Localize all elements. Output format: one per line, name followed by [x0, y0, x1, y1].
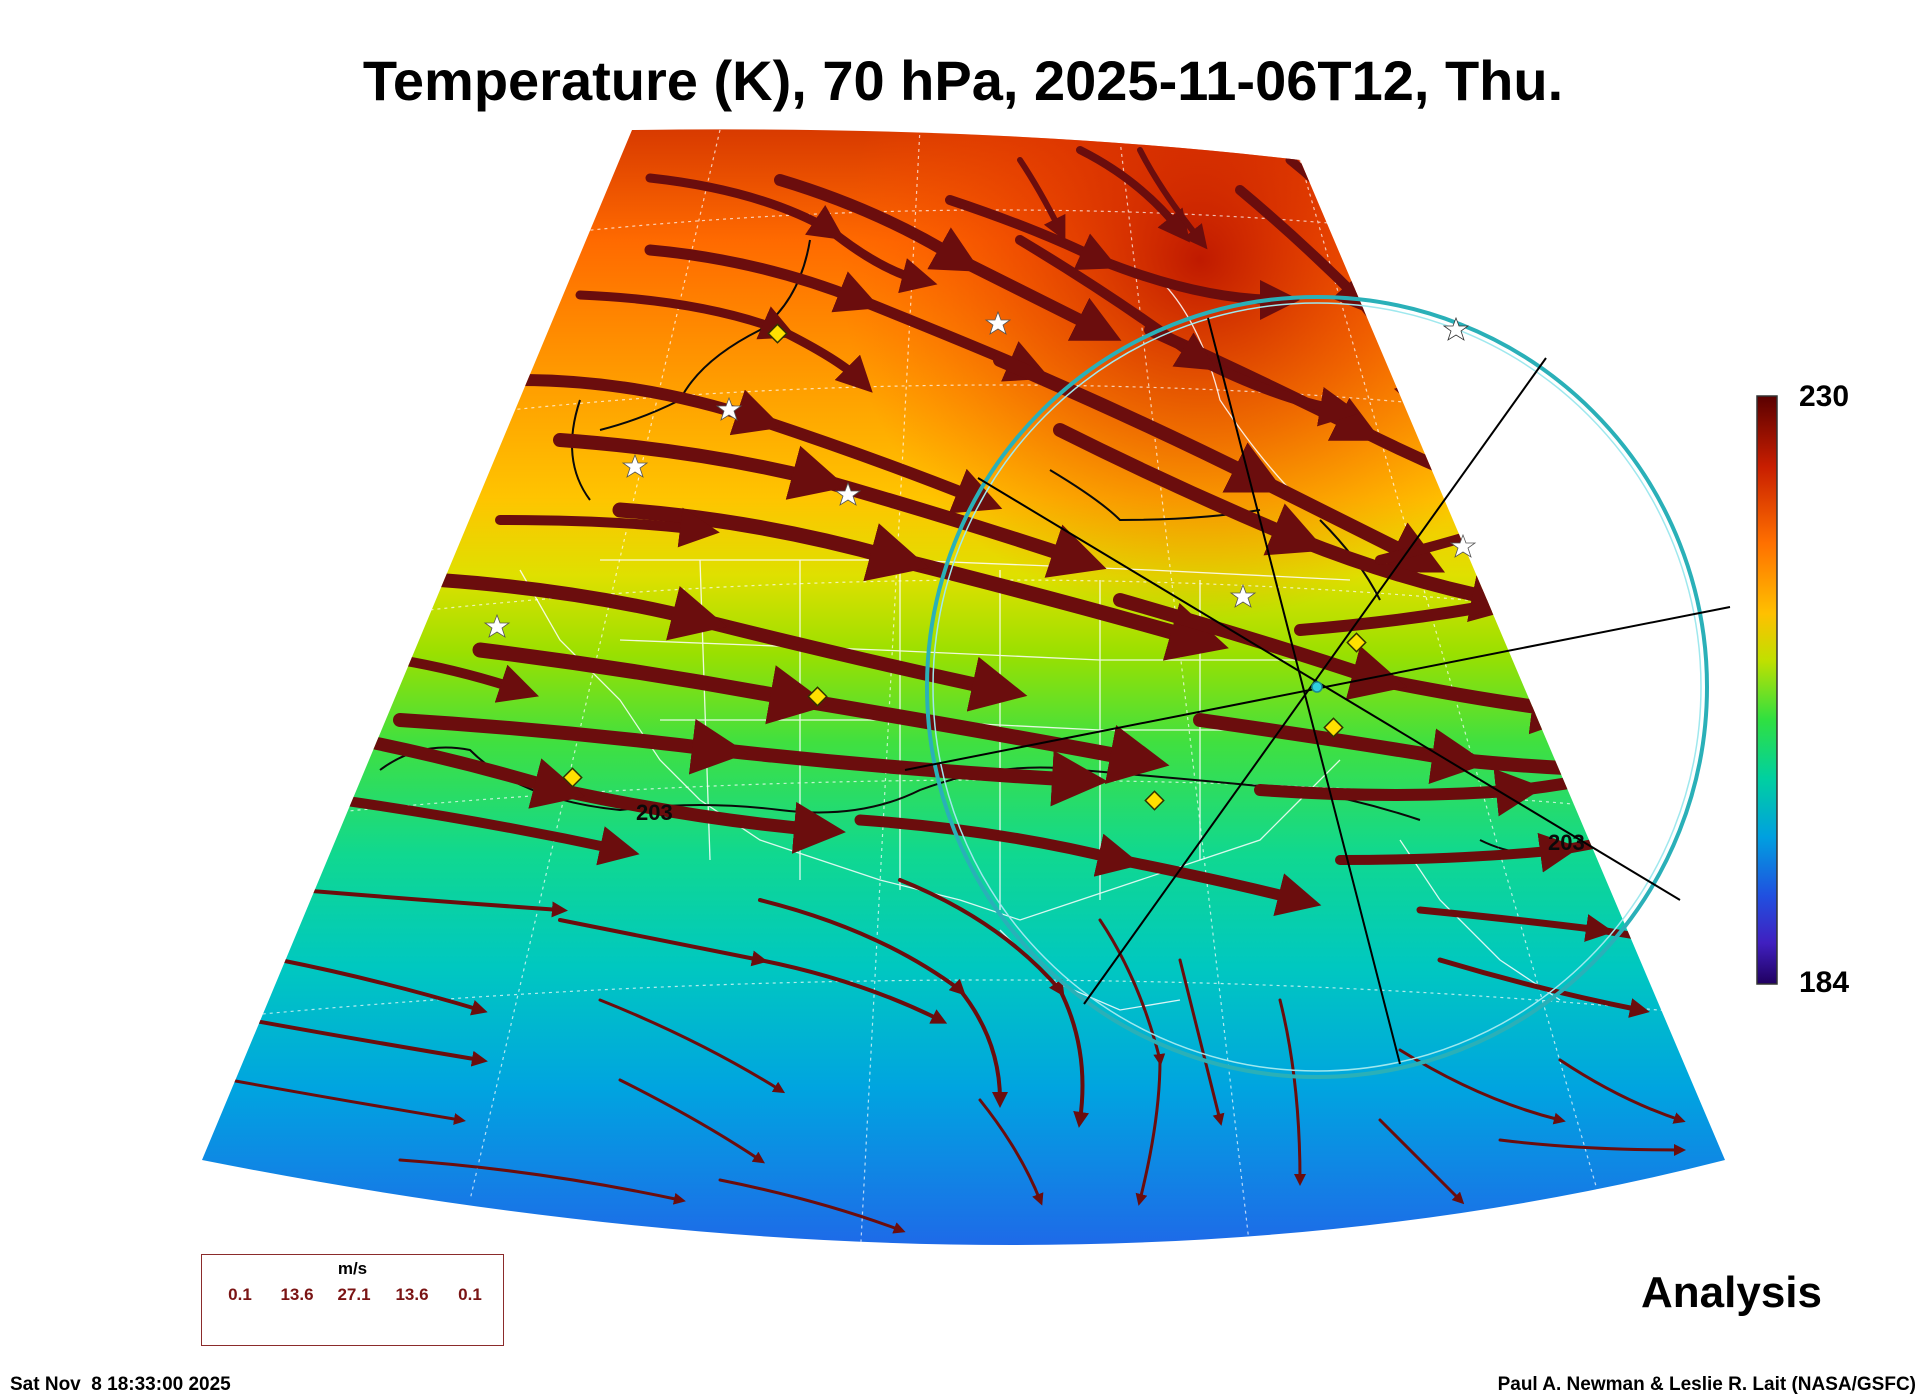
station-star: [984, 310, 1012, 335]
station-stars: [483, 310, 1477, 638]
wind-legend-value: 27.1: [337, 1285, 371, 1304]
wind-streamline: [598, 998, 786, 1094]
wind-legend-unit: m/s: [337, 1259, 368, 1278]
wind-legend-value: 13.6: [280, 1285, 314, 1304]
wind-streamline: [1178, 958, 1225, 1126]
wind-streamline: [854, 814, 1322, 917]
colorbar-max-label: 230: [1799, 380, 1850, 413]
station-star: [483, 613, 511, 638]
wind-streamline: [495, 507, 720, 548]
wind-streamline: [1437, 957, 1650, 1018]
site-marker: [767, 323, 788, 344]
station-star: [621, 453, 649, 478]
contour-label-east: 203: [1548, 830, 1585, 855]
map-title: Temperature (K), 70 hPa, 2025-11-06T12, …: [362, 49, 1564, 112]
site-marker: [1346, 632, 1367, 653]
site-marker: [1323, 717, 1344, 738]
range-circle: [925, 295, 1709, 1079]
wind-streamline: [558, 918, 948, 1024]
wind-streamline: [1076, 146, 1190, 243]
analysis-label: Analysis: [1641, 1268, 1822, 1317]
wind-streamline: [1017, 157, 1066, 241]
station-star: [715, 396, 743, 421]
wind-legend: m/s 0.1 13.6 27.1 13.6 0.1: [201, 1254, 504, 1346]
station-star: [834, 481, 862, 506]
wind-streamline: [278, 958, 488, 1016]
site-marker: [807, 686, 828, 707]
range-overlay: [904, 295, 1731, 1079]
wind-legend-value: 13.6: [395, 1285, 429, 1304]
colorbar: [1756, 395, 1778, 985]
wind-streamline: [1137, 147, 1208, 250]
wind-streamline: [398, 1158, 686, 1205]
site-marker: [562, 767, 583, 788]
wind-streamline: [618, 1078, 765, 1164]
wind-streamline: [644, 244, 1051, 382]
station-star: [1442, 316, 1470, 341]
wind-streamline: [1098, 918, 1166, 1206]
wind-streamline: [758, 898, 1008, 1108]
footer-credit: Paul A. Newman & Leslie R. Lait (NASA/GS…: [1497, 1374, 1916, 1395]
wind-streamline: [718, 1178, 906, 1234]
wind-streamline: [1278, 998, 1306, 1186]
wind-legend-value: 0.1: [458, 1285, 482, 1304]
wind-streamline: [228, 1078, 466, 1125]
contour-label-west: 203: [636, 800, 673, 825]
wind-streamline: [1053, 423, 1528, 622]
wind-streamline: [978, 1098, 1044, 1206]
wind-legend-value: 0.1: [228, 1285, 252, 1304]
colorbar-scale: [1756, 395, 1778, 985]
wind-streamline: [1558, 1058, 1686, 1124]
footer-timestamp: Sat Nov 8 18:33:00 2025: [10, 1374, 231, 1395]
wind-streamline: [1015, 235, 1360, 427]
wind-streamline: [945, 195, 1300, 320]
wind-streamline: [298, 888, 568, 918]
wind-streamline: [898, 878, 1090, 1128]
colorbar-min-label: 184: [1799, 966, 1850, 999]
site-markers: [562, 323, 1367, 811]
range-center: [1311, 681, 1323, 693]
wind-streamline: [645, 173, 938, 294]
range-circle-inner: [932, 302, 1702, 1072]
wind-streamline: [395, 655, 539, 703]
site-marker: [1144, 790, 1165, 811]
wind-streamline: [353, 733, 846, 854]
wind-streamline: [393, 713, 1108, 807]
station-star: [1229, 583, 1257, 608]
wind-streamline: [1498, 1138, 1686, 1156]
wind-streamline: [774, 174, 1122, 341]
station-star: [1449, 533, 1477, 558]
wind-streamline: [248, 1018, 488, 1067]
wind-streamline: [1378, 1118, 1465, 1205]
wind-streamline: [335, 795, 640, 866]
